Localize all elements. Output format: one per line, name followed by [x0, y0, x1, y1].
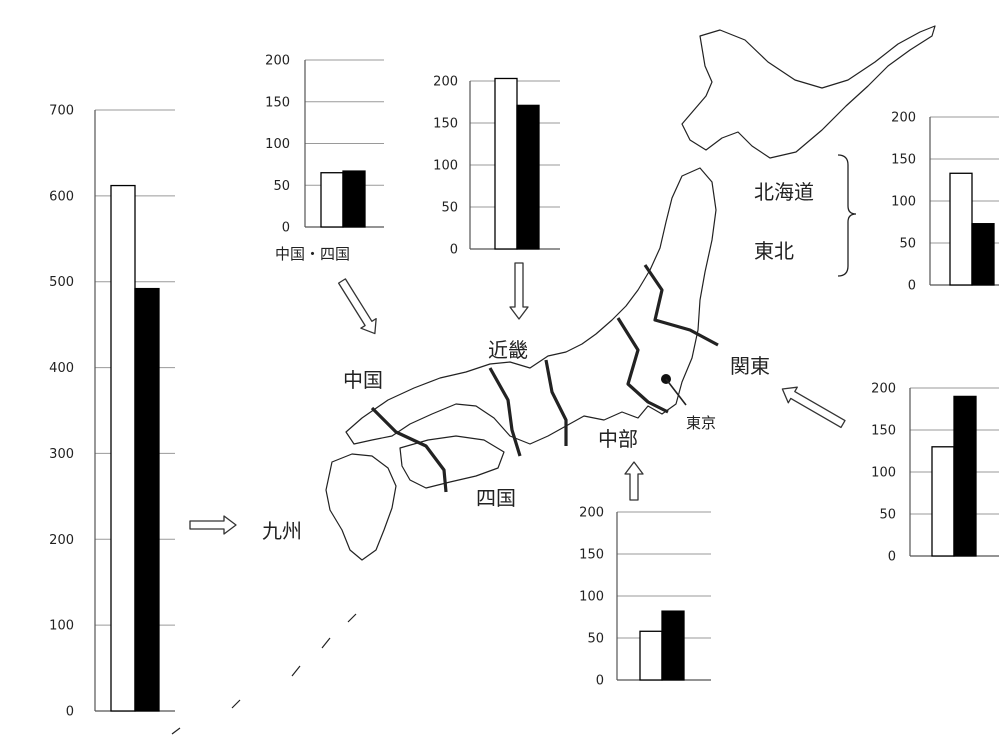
hokkaido-label: 北海道 — [754, 180, 814, 204]
boundary-tohoku-kanto — [643, 264, 719, 347]
chubu-tick-label: 100 — [579, 590, 604, 605]
kyushu-bar-white — [110, 184, 136, 712]
region-boundaries — [370, 264, 719, 493]
kanto-tick-label: 100 — [871, 466, 896, 481]
kinki-bar-white — [494, 77, 518, 250]
kyushu-tick-label: 400 — [49, 361, 74, 376]
kyushu-tick-label: 200 — [49, 533, 74, 548]
hokkaido-tohoku-tick-label: 200 — [891, 111, 916, 126]
chugoku-shikoku-tick-label: 50 — [273, 179, 290, 194]
chubu-tick-label: 150 — [579, 548, 604, 563]
chugoku-shikoku-bar-white — [320, 172, 344, 228]
chugoku-shikoku-bar-black — [342, 170, 366, 228]
kinki-tick-label: 150 — [433, 117, 458, 132]
kyushu-tick-label: 300 — [49, 447, 74, 462]
nansei-islands-outline — [171, 613, 357, 735]
hokkaido-tohoku-tick-label: 150 — [891, 153, 916, 168]
chugoku-shikoku-tick-label: 0 — [282, 221, 290, 236]
arrow-to-kyushu — [189, 515, 237, 535]
hokkaido-tohoku-bar-white — [949, 172, 973, 286]
kinki-tick-label: 200 — [433, 75, 458, 90]
arrow-to-chubu — [624, 461, 644, 501]
arrow-to-chugoku — [337, 278, 377, 335]
kyushu-tick-label: 100 — [49, 619, 74, 634]
boundary-chugoku-kinki — [488, 367, 522, 457]
hokkaido-outline — [681, 25, 936, 159]
kinki-tick-label: 50 — [441, 201, 458, 216]
kinki-bar-black — [516, 104, 540, 250]
chugoku-shikoku-tick-label: 100 — [265, 137, 290, 152]
chugoku-shikoku-chart-label: 中国・四国 — [275, 245, 350, 263]
tohoku-label: 東北 — [754, 239, 794, 263]
kanto-tick-label: 0 — [888, 550, 896, 565]
kyushu-tick-label: 600 — [49, 189, 74, 204]
kinki-tick-label: 0 — [450, 243, 458, 258]
boundary-kinki-chubu — [544, 359, 568, 446]
chubu-tick-label: 200 — [579, 506, 604, 521]
chubu-tick-label: 50 — [587, 632, 604, 647]
chubu-tick-label: 0 — [596, 674, 604, 689]
hokkaido-tohoku-tick-label: 50 — [899, 237, 916, 252]
chugoku-shikoku-tick-label: 200 — [265, 54, 290, 69]
japan-map — [171, 25, 936, 735]
hokkaido-tohoku-tick-label: 0 — [908, 279, 916, 294]
kanto-label: 関東 — [730, 354, 770, 378]
kinki-tick-label: 100 — [433, 159, 458, 174]
kyushu-label: 九州 — [262, 519, 302, 543]
pointer-arrows — [189, 262, 846, 535]
chart-chubu: 0 50 100 150 200 — [579, 506, 711, 689]
hokkaido-tohoku-bracket — [837, 154, 857, 277]
chugoku-shikoku-tick-label: 150 — [265, 95, 290, 110]
kanto-tick-label: 50 — [879, 508, 896, 523]
chart-kinki: 0 50 100 150 200 — [433, 75, 560, 258]
chart-chugoku-shikoku: 0 50 100 150 200 — [265, 54, 384, 236]
chugoku-label: 中国 — [343, 368, 383, 392]
chubu-bar-black — [661, 610, 685, 681]
kyushu-bar-black — [134, 287, 160, 712]
chubu-label: 中部 — [598, 427, 638, 451]
kyushu-tick-label: 700 — [49, 104, 74, 119]
kanto-tick-label: 150 — [871, 424, 896, 439]
chubu-bar-white — [639, 630, 663, 681]
hokkaido-tohoku-bar-black — [971, 223, 995, 286]
region-labels: 中国・四国 中国 四国 近畿 中部 関東 東京 九州 北海道 東北 — [262, 180, 814, 543]
shikoku-label: 四国 — [476, 486, 516, 510]
kyushu-outline — [325, 453, 397, 561]
boundary-kanto-chubu — [616, 317, 669, 414]
kyushu-tick-label: 0 — [66, 705, 74, 720]
kinki-label: 近畿 — [488, 338, 528, 362]
tokyo-pointer-line — [665, 378, 687, 406]
kanto-tick-label: 200 — [871, 382, 896, 397]
shikoku-outline — [399, 435, 505, 489]
tokyo-label: 東京 — [686, 414, 716, 432]
kanto-bar-black — [953, 395, 977, 557]
hokkaido-tohoku-tick-label: 100 — [891, 195, 916, 210]
kanto-bar-white — [931, 446, 955, 557]
kyushu-tick-label: 500 — [49, 275, 74, 290]
chart-kyushu: 0 100 200 300 400 500 600 700 — [49, 104, 175, 720]
arrow-to-kanto — [781, 386, 846, 429]
chart-kanto: 0 50 100 150 200 — [871, 382, 999, 565]
arrow-to-kinki — [509, 262, 529, 320]
honshu-outline — [345, 167, 717, 445]
boundary-kyushu-chugoku — [370, 406, 448, 493]
chart-hokkaido-tohoku: 0 50 100 150 200 — [891, 111, 999, 294]
